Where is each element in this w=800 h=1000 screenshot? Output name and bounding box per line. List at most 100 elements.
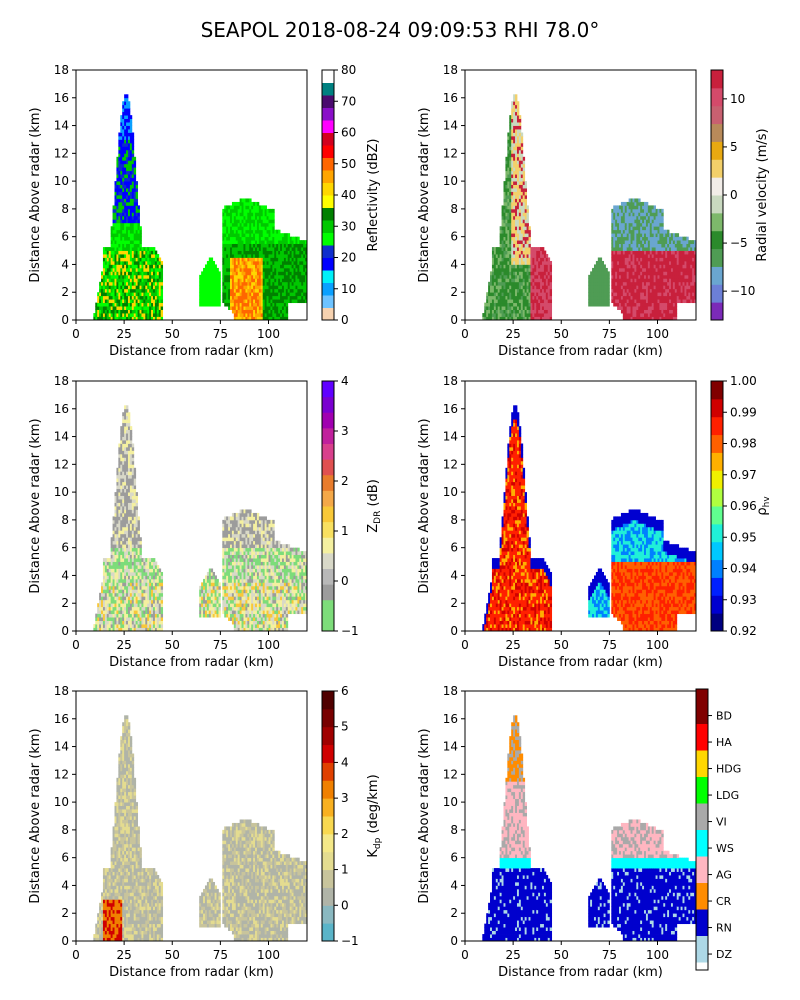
field-cell — [283, 260, 287, 265]
field-cell — [247, 316, 250, 321]
field-cell — [251, 306, 254, 310]
field-cell — [114, 212, 117, 217]
field-cell — [515, 115, 518, 120]
field-cell — [233, 295, 237, 300]
field-cell — [122, 247, 125, 251]
field-cell — [661, 306, 664, 310]
field-cell — [120, 236, 123, 241]
field-cell — [655, 274, 658, 279]
field-cell — [676, 278, 680, 283]
field-cell — [686, 281, 689, 286]
field-cell — [131, 288, 135, 293]
field-cell — [251, 264, 254, 269]
field-cell — [520, 174, 524, 179]
field-cell — [260, 236, 264, 241]
field-cell — [264, 295, 267, 300]
field-cell — [682, 243, 685, 248]
field-cell — [247, 292, 250, 297]
field-cell — [503, 292, 506, 297]
field-cell — [495, 309, 499, 314]
field-cell — [522, 316, 526, 321]
field-cell — [122, 243, 125, 248]
field-cell — [224, 264, 227, 269]
field-cell — [534, 264, 537, 269]
field-cell — [135, 243, 139, 248]
field-cell — [624, 302, 628, 307]
field-cell — [253, 201, 256, 206]
field-cell — [686, 299, 689, 304]
field-cell — [518, 177, 522, 182]
field-cell — [640, 205, 643, 210]
field-cell — [520, 215, 524, 220]
field-cell — [274, 236, 277, 241]
field-cell — [274, 281, 277, 286]
field-cell — [253, 250, 256, 255]
field-cell — [131, 222, 135, 227]
field-cell — [137, 278, 140, 283]
field-cell — [158, 309, 162, 314]
field-cell — [108, 309, 112, 314]
field-cell — [613, 271, 616, 276]
field-cell — [264, 299, 267, 304]
field-cell — [158, 306, 162, 310]
field-cell — [503, 302, 506, 307]
field-cell — [501, 267, 504, 272]
field-cell — [101, 285, 104, 290]
field-cell — [272, 292, 275, 297]
field-cell — [247, 240, 250, 245]
field-cell — [515, 135, 518, 140]
field-cell — [305, 267, 308, 272]
field-cell — [622, 212, 626, 217]
field-cell — [224, 285, 227, 290]
field-cell — [503, 316, 506, 321]
field-cell — [260, 254, 264, 258]
field-cell — [674, 236, 678, 241]
field-cell — [235, 212, 239, 217]
field-cell — [256, 306, 260, 310]
field-cell — [141, 302, 144, 307]
field-cell — [516, 208, 520, 213]
field-cell — [268, 316, 271, 321]
field-cell — [241, 264, 244, 269]
field-cell — [507, 219, 510, 224]
field-cell — [605, 299, 608, 304]
field-cell — [226, 274, 229, 279]
field-cell — [640, 267, 643, 272]
field-cell — [601, 278, 604, 283]
field-cell — [255, 299, 258, 304]
field-cell — [233, 267, 237, 272]
field-cell — [235, 243, 239, 248]
field-cell — [667, 302, 670, 307]
field-cell — [503, 191, 506, 196]
field-cell — [206, 281, 210, 286]
field-cell — [520, 135, 524, 140]
field-cell — [620, 260, 624, 265]
field-cell — [126, 122, 129, 126]
field-cell — [513, 101, 516, 106]
field-cell — [507, 229, 510, 234]
field-cell — [628, 306, 631, 310]
field-cell — [114, 295, 117, 300]
colorbar-swatch — [322, 220, 334, 233]
field-cell — [214, 281, 217, 286]
field-cell — [540, 254, 543, 258]
field-cell — [153, 274, 156, 279]
field-cell — [505, 181, 508, 185]
field-cell — [540, 260, 543, 265]
field-cell — [118, 167, 121, 172]
field-cell — [534, 247, 537, 251]
field-cell — [528, 260, 531, 265]
field-cell — [615, 219, 618, 224]
field-cell — [114, 271, 117, 276]
field-cell — [659, 292, 662, 297]
field-cell — [593, 285, 597, 290]
field-cell — [620, 274, 624, 279]
field-cell — [516, 302, 520, 307]
field-cell — [114, 222, 117, 227]
field-cell — [285, 233, 289, 238]
field-cell — [642, 281, 645, 286]
field-cell — [501, 302, 504, 307]
field-cell — [137, 309, 140, 314]
field-cell — [153, 309, 156, 314]
field-cell — [493, 281, 497, 286]
